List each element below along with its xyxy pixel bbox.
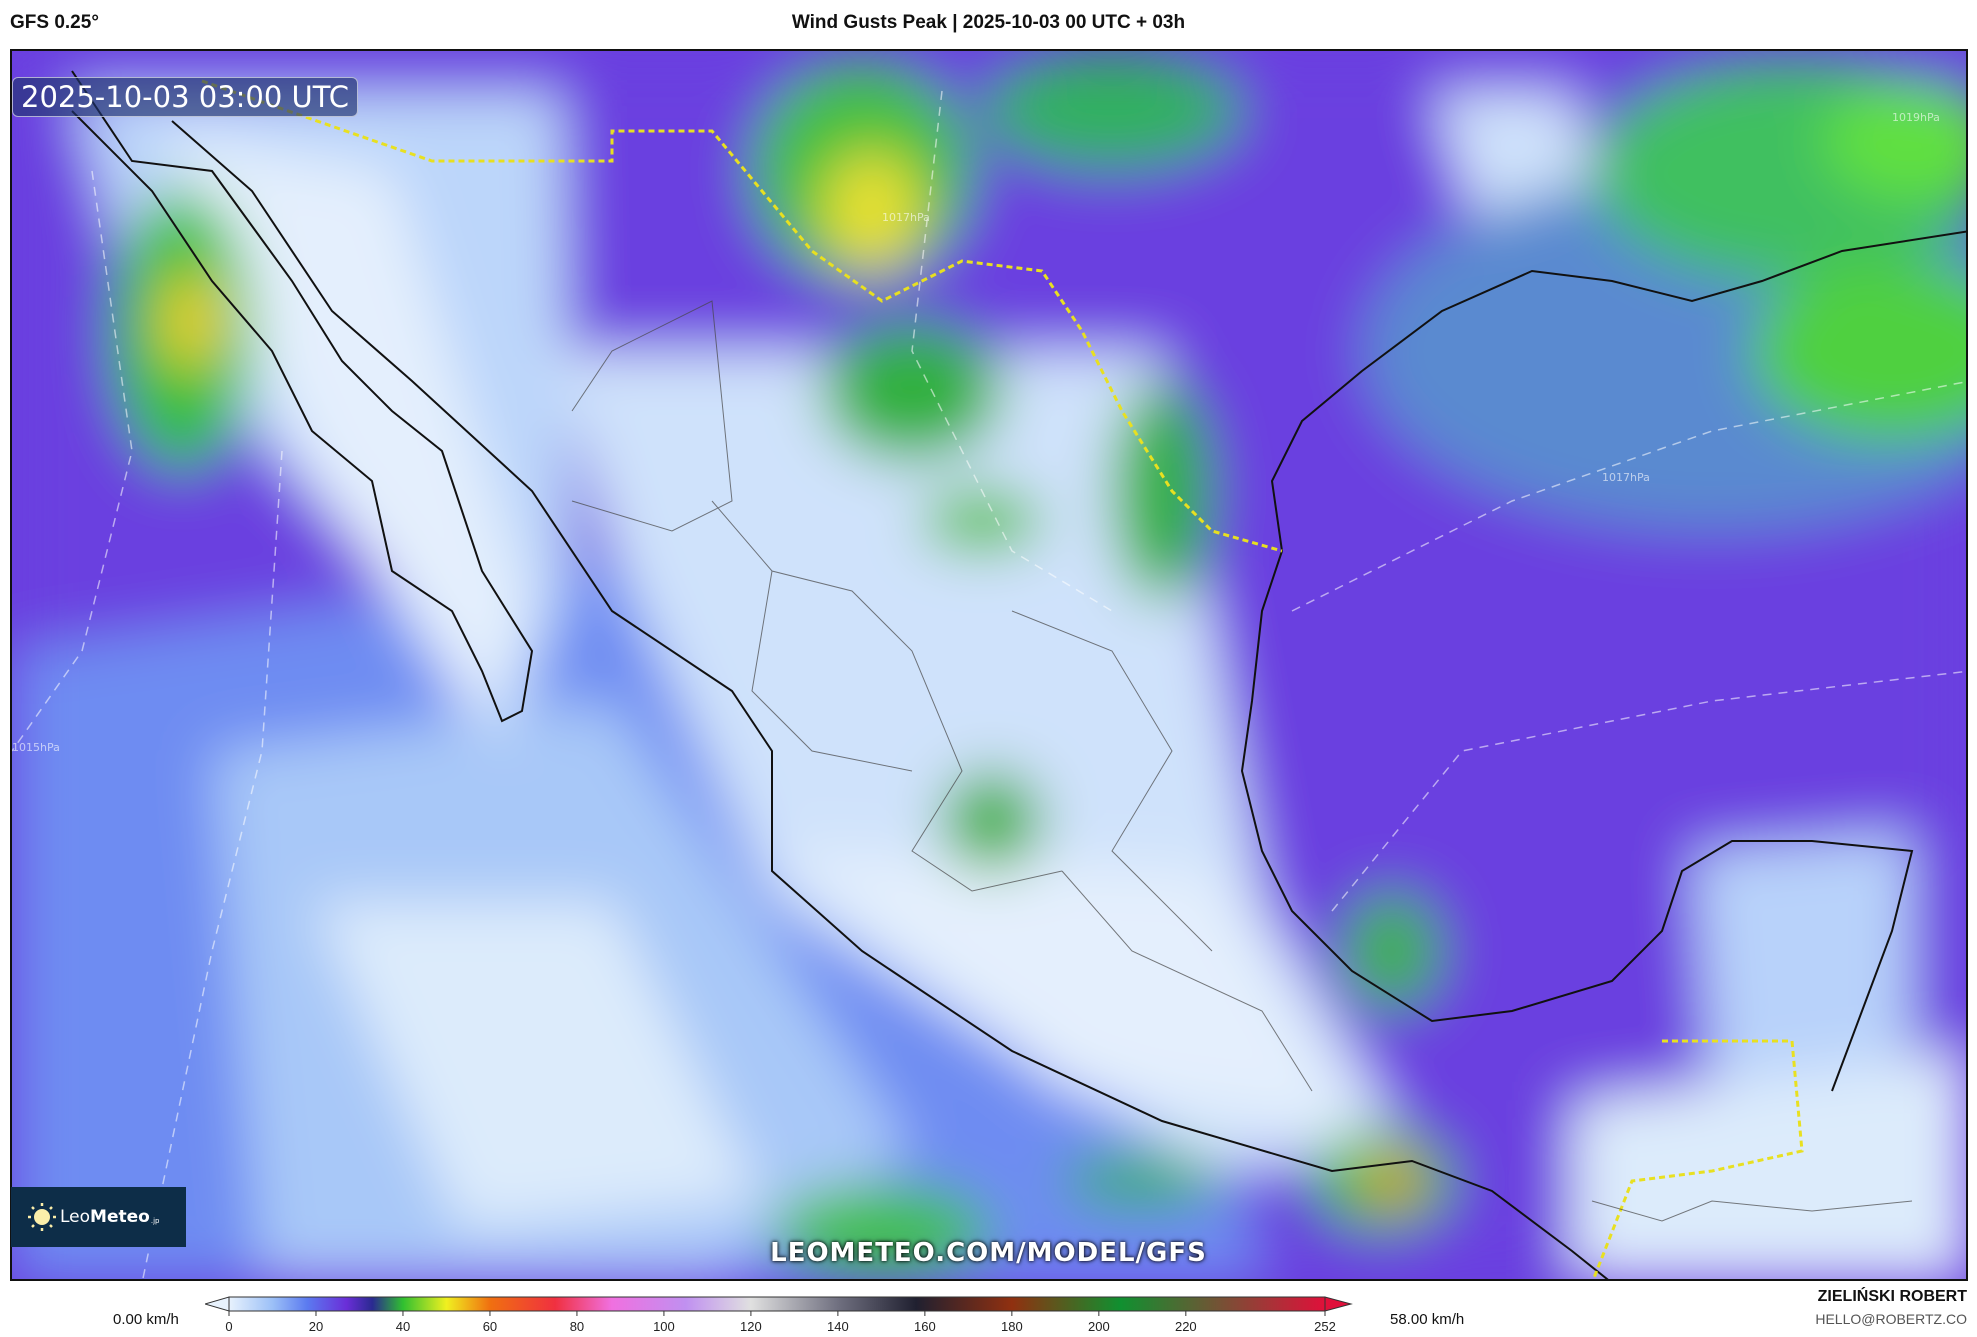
- country-border: [201, 79, 1804, 1279]
- isobar-label: 1015hPa: [12, 741, 60, 754]
- colorbar-tick-label: 120: [740, 1319, 762, 1334]
- colorbar-tick-label: 140: [827, 1319, 849, 1334]
- model-label: GFS 0.25°: [10, 12, 99, 33]
- author-email[interactable]: HELLO@ROBERTZ.CO: [1815, 1311, 1967, 1327]
- colorbar-tick-label: 220: [1175, 1319, 1197, 1334]
- colorbar-tick-label: 60: [483, 1319, 497, 1334]
- wind-field: [12, 51, 1966, 1279]
- valid-time-badge: 2025-10-03 03:00 UTC: [12, 77, 359, 117]
- colorbar-tick-label: 0: [225, 1319, 232, 1334]
- colorbar-tick-label: 80: [570, 1319, 584, 1334]
- wind-gust-map[interactable]: 1017hPa 1015hPa 1019hPa 1017hPa: [10, 49, 1968, 1281]
- logo-text-bold: Meteo: [90, 1207, 150, 1227]
- isobar-labels: 1017hPa 1015hPa 1019hPa 1017hPa: [12, 111, 1940, 754]
- isobar-label: 1017hPa: [882, 211, 930, 224]
- map-canvas: 1017hPa 1015hPa 1019hPa 1017hPa: [12, 51, 1966, 1279]
- coastline: [71, 70, 1966, 1279]
- watermark-url: LEOMETEO.COM/MODEL/GFS: [770, 1238, 1207, 1268]
- map-title: Wind Gusts Peak | 2025-10-03 00 UTC + 03…: [791, 12, 1186, 33]
- colorbar-tick-label: 40: [396, 1319, 410, 1334]
- colorbar-tick-label: 252: [1314, 1319, 1336, 1334]
- logo-text-light: Leo: [60, 1207, 91, 1227]
- author-credit: ZIELIŃSKI ROBERT: [1817, 1288, 1967, 1305]
- colorbar-tick-label: 180: [1001, 1319, 1023, 1334]
- sun-icon: [28, 1203, 56, 1231]
- colorbar-min-arrow: [205, 1296, 230, 1312]
- colorbar-tick-label: 160: [914, 1319, 936, 1334]
- colorbar-max-arrow: [1324, 1296, 1353, 1312]
- logo-suffix: .jp: [150, 1217, 160, 1225]
- colorbar-gradient: [228, 1296, 1326, 1312]
- colorbar-tick-label: 200: [1088, 1319, 1110, 1334]
- leometeo-logo[interactable]: Leo Meteo .jp: [11, 1187, 186, 1247]
- isobar-label: 1017hPa: [1602, 471, 1650, 484]
- colorbar-tick-label: 100: [653, 1319, 675, 1334]
- colorbar: 0 20 40 60 80 100 120 140 160 180 200 220 252: [205, 1296, 1353, 1334]
- isobars: [12, 90, 1966, 1279]
- colorbar-min-label: 0.00 km/h: [113, 1311, 179, 1328]
- colorbar-max-label: 58.00 km/h: [1390, 1311, 1465, 1328]
- isobar-label: 1019hPa: [1892, 111, 1940, 124]
- state-borders: [571, 300, 1913, 1222]
- colorbar-tick-label: 20: [309, 1319, 323, 1334]
